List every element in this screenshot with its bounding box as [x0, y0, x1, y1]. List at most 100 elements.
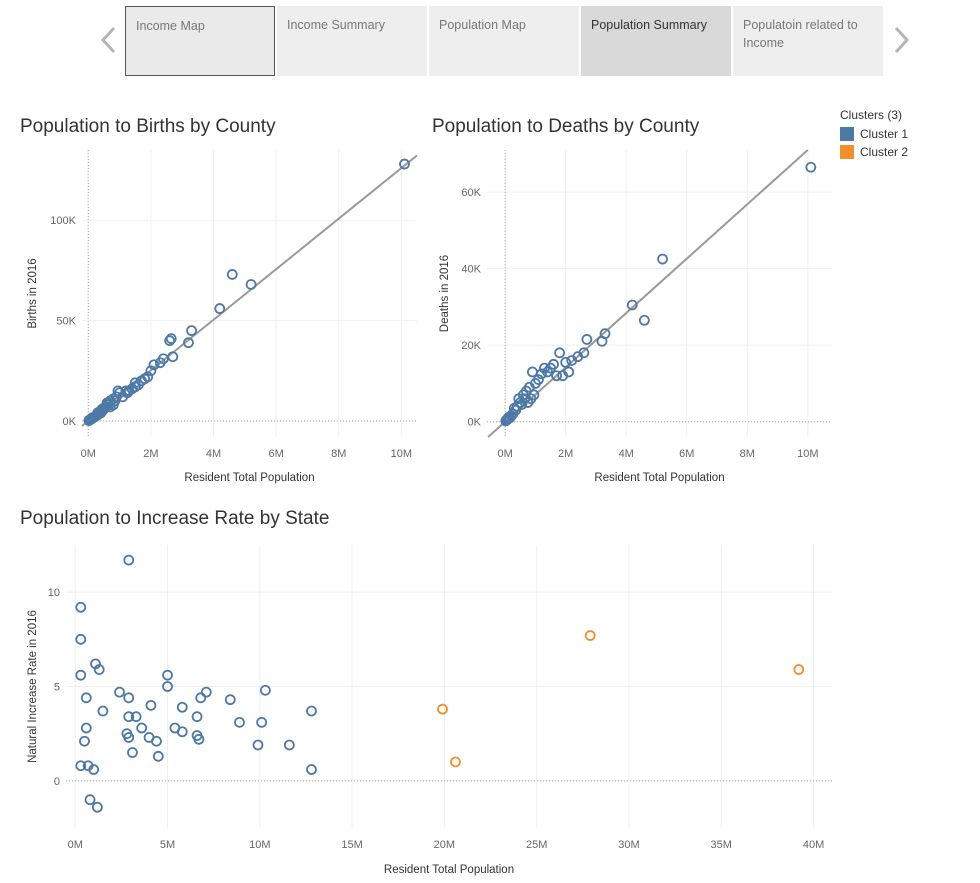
data-point[interactable]: [164, 335, 176, 347]
data-point[interactable]: [560, 356, 572, 368]
data-point[interactable]: [75, 633, 87, 645]
data-point[interactable]: [805, 161, 817, 173]
data-point[interactable]: [165, 333, 177, 345]
data-point[interactable]: [657, 253, 668, 265]
tab-income-map[interactable]: Income Map: [125, 6, 275, 76]
data-point[interactable]: [224, 694, 236, 706]
data-point[interactable]: [80, 692, 92, 704]
tab-population-summary[interactable]: Population Summary: [581, 6, 731, 76]
data-point[interactable]: [136, 722, 148, 734]
data-point[interactable]: [551, 370, 563, 382]
data-point[interactable]: [539, 362, 550, 374]
births-scatter-plot[interactable]: 0M 2M 4M 6M 8M 10M 0K 50K 100K Resident Total Pop…: [27, 150, 418, 484]
data-point[interactable]: [195, 692, 207, 704]
data-point[interactable]: [123, 554, 135, 566]
data-point[interactable]: [145, 699, 157, 711]
x-tick-label: 10M: [249, 839, 270, 851]
next-tab-arrow-icon[interactable]: [890, 22, 912, 58]
data-point[interactable]: [127, 747, 138, 758]
data-point[interactable]: [519, 393, 531, 405]
data-point[interactable]: [306, 705, 317, 717]
data-point[interactable]: [626, 299, 638, 311]
data-point[interactable]: [450, 756, 461, 768]
data-point[interactable]: [200, 686, 212, 698]
data-point[interactable]: [557, 370, 569, 382]
data-point[interactable]: [186, 325, 197, 337]
data-point[interactable]: [75, 669, 87, 681]
data-point[interactable]: [516, 399, 528, 410]
data-point[interactable]: [193, 733, 205, 745]
data-point[interactable]: [114, 686, 125, 698]
data-point[interactable]: [256, 716, 268, 728]
data-point[interactable]: [148, 359, 160, 371]
data-point[interactable]: [245, 279, 257, 290]
data-point[interactable]: [259, 684, 271, 696]
data-point[interactable]: [306, 764, 317, 775]
data-point[interactable]: [596, 335, 608, 347]
data-point[interactable]: [93, 664, 105, 675]
data-point[interactable]: [176, 701, 188, 713]
data-point[interactable]: [437, 703, 448, 715]
data-point[interactable]: [162, 669, 173, 681]
data-point[interactable]: [75, 760, 87, 772]
data-point[interactable]: [226, 269, 238, 280]
data-point[interactable]: [525, 393, 537, 405]
data-point[interactable]: [566, 355, 578, 366]
tab-population-map[interactable]: Population Map: [429, 6, 579, 76]
data-point[interactable]: [84, 414, 95, 426]
data-point[interactable]: [121, 387, 133, 399]
data-point[interactable]: [152, 750, 164, 762]
legend-item-cluster-1[interactable]: Cluster 1: [840, 127, 908, 141]
data-point[interactable]: [151, 735, 162, 747]
data-point[interactable]: [581, 334, 593, 345]
deaths-scatter-plot[interactable]: 0M 2M 4M 6M 8M 10M 0K 20K 40K 60K Resident Total P…: [439, 149, 832, 484]
data-point[interactable]: [91, 801, 103, 813]
data-point[interactable]: [80, 722, 92, 734]
data-point[interactable]: [502, 413, 513, 425]
data-point[interactable]: [97, 705, 109, 717]
legend-swatch: [840, 127, 854, 141]
y-axis-label: Natural Increase Rate in 2016: [27, 610, 39, 763]
increase-rate-scatter-plot[interactable]: 0M 5M 10M 15M 20M 25M 30M 35M 40M 0 5 10 Resident To…: [27, 545, 832, 876]
data-point[interactable]: [214, 303, 226, 314]
data-point[interactable]: [123, 711, 135, 723]
data-point[interactable]: [252, 739, 264, 751]
data-point[interactable]: [513, 393, 525, 405]
x-tick-label: 10M: [391, 448, 412, 460]
data-point[interactable]: [123, 732, 135, 743]
data-point[interactable]: [554, 347, 566, 359]
data-point[interactable]: [129, 377, 141, 389]
data-point[interactable]: [75, 601, 87, 613]
data-point[interactable]: [123, 692, 135, 704]
data-point[interactable]: [793, 664, 805, 675]
data-point[interactable]: [526, 366, 538, 378]
data-point[interactable]: [88, 764, 100, 775]
data-point[interactable]: [145, 365, 157, 377]
data-point[interactable]: [120, 385, 132, 397]
tab-population-related-to-income[interactable]: Populatoin related to Income: [733, 6, 883, 76]
legend-item-label: Cluster 1: [860, 127, 909, 141]
data-point[interactable]: [79, 735, 90, 747]
data-point[interactable]: [399, 158, 410, 170]
data-point[interactable]: [154, 357, 166, 369]
data-point[interactable]: [191, 711, 203, 723]
data-point[interactable]: [162, 681, 173, 692]
data-point[interactable]: [84, 794, 96, 806]
data-point[interactable]: [183, 337, 194, 349]
births-chart-title: Population to Births by County: [20, 116, 276, 137]
legend-swatch: [840, 145, 854, 159]
data-point[interactable]: [638, 314, 650, 326]
y-tick-label: 0: [54, 776, 60, 788]
data-point[interactable]: [283, 739, 295, 751]
previous-tab-arrow-icon[interactable]: [98, 22, 120, 58]
data-point[interactable]: [533, 374, 544, 386]
tab-income-summary[interactable]: Income Summary: [277, 6, 427, 76]
data-point[interactable]: [86, 412, 98, 424]
legend-item-cluster-2[interactable]: Cluster 2: [840, 145, 908, 159]
data-point[interactable]: [130, 711, 142, 723]
data-point[interactable]: [176, 726, 188, 738]
y-tick-label: 0K: [468, 417, 482, 429]
data-point[interactable]: [584, 630, 596, 641]
data-point[interactable]: [234, 716, 245, 728]
x-axis-label: Resident Total Population: [594, 472, 724, 484]
